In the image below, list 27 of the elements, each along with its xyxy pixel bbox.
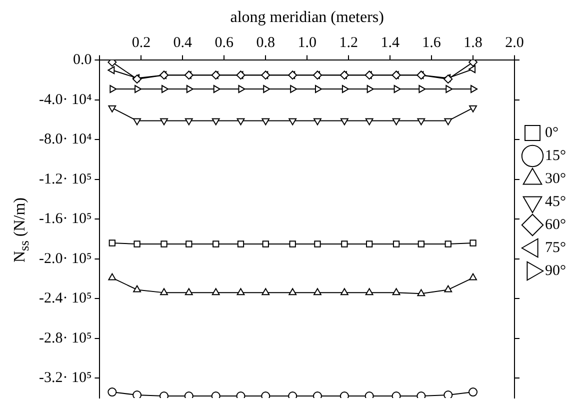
x-tick-label: 0.4: [173, 35, 193, 52]
x-tick-label: 1.0: [298, 35, 316, 52]
y-tick-label: -2.0· 10⁵: [38, 250, 92, 267]
y-tick-label: -1.2· 10⁵: [38, 171, 92, 188]
x-tick-label: 1.4: [380, 35, 400, 52]
legend-label: 30°: [545, 170, 566, 187]
y-tick-label: -4.0· 10⁴: [38, 92, 92, 108]
y-tick-label: -3.2· 10⁵: [38, 370, 92, 386]
y-tick-label: 0.0: [72, 52, 92, 68]
y-tick-label: -1.6· 10⁵: [38, 211, 92, 228]
x-axis-title: along meridian (meters): [230, 8, 384, 26]
legend-label: 45°: [545, 194, 566, 210]
legend-label: 60°: [545, 216, 566, 233]
legend-label: 90°: [545, 262, 566, 279]
x-tick-label: 1.2: [339, 35, 358, 52]
x-tick-label: 2.0: [505, 35, 524, 52]
x-tick-label: 0.8: [256, 35, 276, 52]
legend-label: 0°: [545, 124, 558, 141]
y-tick-label: -2.4· 10⁵: [38, 290, 92, 307]
legend-label: 15°: [545, 148, 566, 164]
y-tick-label: -8.0· 10⁴: [38, 132, 92, 148]
x-tick-label: 0.6: [214, 35, 234, 52]
x-tick-label: 0.2: [132, 35, 151, 52]
x-tick-label: 1.8: [464, 35, 482, 52]
legend-label: 75°: [545, 240, 566, 256]
x-tick-label: 1.6: [422, 35, 442, 52]
y-tick-label: -2.8· 10⁵: [38, 330, 92, 346]
